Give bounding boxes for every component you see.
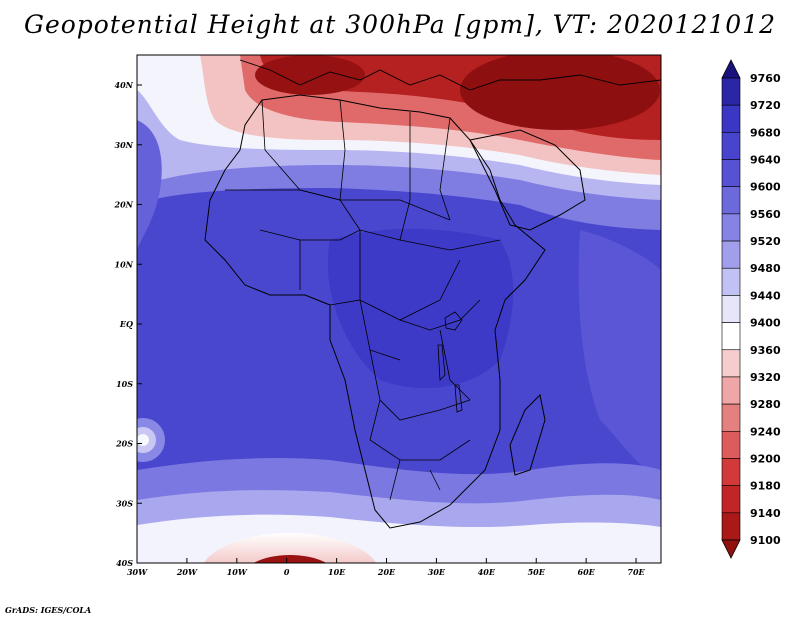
colorbar-level-label: 9240 <box>750 425 781 438</box>
southern-low-center <box>253 555 327 563</box>
lat-tick-label: 20N <box>114 200 134 210</box>
northern-high-west <box>255 55 365 95</box>
colorbar-level-label: 9100 <box>750 534 781 547</box>
colorbar-level-label: 9680 <box>750 126 781 139</box>
colorbar-level-label: 9200 <box>750 452 781 465</box>
lat-tick-label: 10N <box>115 259 134 269</box>
colorbar-swatch <box>721 349 741 378</box>
colorbar-swatch <box>721 430 741 459</box>
lon-tick-label: 30E <box>428 567 446 577</box>
colorbar-swatch <box>721 376 741 405</box>
grads-footer: GrADS: IGES/COLA <box>5 605 92 615</box>
lat-tick-label: 30S <box>116 498 133 508</box>
lat-tick-label: EQ <box>119 319 133 329</box>
lon-tick-label: 40E <box>478 567 496 577</box>
longitude-ticks: 30W 20W 10W 0 10E 20E 30E 40E 50E 60E 70E <box>127 558 646 577</box>
lon-tick-label: 30W <box>127 567 148 577</box>
colorbar-level-label: 9400 <box>750 317 781 330</box>
colorbar-swatch <box>721 132 741 160</box>
colorbar-level-label: 9600 <box>750 181 781 194</box>
map-title: Geopotential Height at 300hPa [gpm], VT:… <box>23 10 777 39</box>
colorbar-level-label: 9720 <box>750 99 781 112</box>
colorbar-level-label: 9640 <box>750 154 781 167</box>
lat-tick-label: 30N <box>115 140 134 150</box>
colorbar-legend: 9760 9720 9680 9640 9600 9560 9520 9480 9440 9400… <box>721 59 781 559</box>
colorbar-swatch <box>721 485 741 514</box>
colorbar-level-label: 9760 <box>750 72 781 85</box>
east-ocean-region <box>578 230 661 480</box>
colorbar-level-label: 9140 <box>750 507 781 520</box>
lake-malawi <box>454 384 463 413</box>
lon-tick-label: 0 <box>284 567 290 577</box>
colorbar-min-arrow <box>721 539 741 559</box>
southwest-blob-core <box>137 434 149 446</box>
central-africa-dark-region <box>327 228 514 389</box>
arabian-peninsula-coastline <box>469 129 586 231</box>
lon-tick-label: 50E <box>528 567 546 577</box>
colorbar-swatch <box>721 186 741 215</box>
colorbar-level-label: 9320 <box>750 371 781 384</box>
colorbar-level-label: 9360 <box>750 344 781 357</box>
latitude-ticks: 40N 30N 20N 10N EQ 10S 20S 30S 40S <box>114 80 142 568</box>
colorbar-level-label: 9480 <box>750 262 781 275</box>
africa-coastline <box>204 94 546 529</box>
colorbar-level-label: 9520 <box>750 235 781 248</box>
colorbar-swatch <box>721 240 741 269</box>
colorbar-swatch <box>721 213 741 242</box>
colorbar-swatch <box>721 322 741 351</box>
colorbar-max-arrow <box>721 59 741 79</box>
lat-tick-label: 40N <box>115 80 134 90</box>
colorbar-swatch <box>721 159 741 188</box>
lon-tick-label: 70E <box>627 567 645 577</box>
lon-tick-label: 20W <box>176 567 198 577</box>
madagascar-coastline <box>509 393 546 476</box>
lon-tick-label: 10W <box>227 567 248 577</box>
northern-high-core <box>460 55 660 130</box>
colorbar-level-label: 9440 <box>750 289 781 302</box>
lake-victoria <box>444 311 463 331</box>
map-frame-border <box>136 54 662 564</box>
lon-tick-label: 20E <box>377 567 396 577</box>
colorbar-swatch <box>721 295 741 323</box>
lat-tick-label: 40S <box>116 558 133 568</box>
colorbar-swatch <box>721 104 741 133</box>
lat-tick-label: 10S <box>116 379 133 389</box>
colorbar-swatch <box>721 512 741 541</box>
colorbar-swatch <box>721 403 741 432</box>
colorbar-swatch <box>721 77 741 106</box>
colorbar-swatch <box>721 458 741 486</box>
lon-tick-label: 10E <box>328 567 346 577</box>
map-plot-area <box>137 55 661 563</box>
lon-tick-label: 60E <box>578 567 596 577</box>
colorbar-level-label: 9280 <box>750 398 781 411</box>
colorbar-swatch <box>721 267 741 296</box>
country-borders <box>225 99 501 501</box>
colorbar-level-label: 9560 <box>750 208 781 221</box>
southern-low-core <box>203 533 377 563</box>
lat-tick-label: 20S <box>115 439 133 449</box>
colorbar-level-label: 9180 <box>750 480 781 493</box>
west-ocean-lobe <box>137 120 162 250</box>
europe-coastline <box>239 59 661 91</box>
lake-tanganyika <box>437 344 446 381</box>
